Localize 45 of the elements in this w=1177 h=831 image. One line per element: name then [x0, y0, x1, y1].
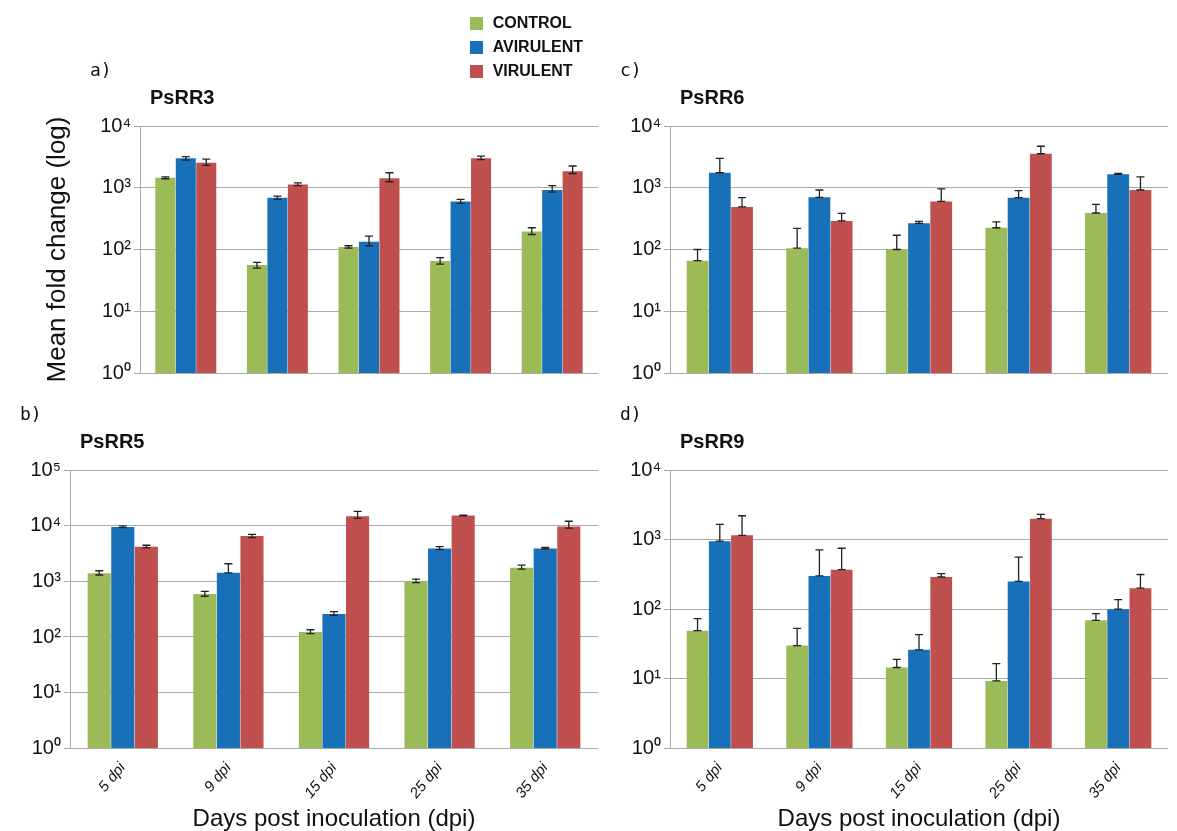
- x-tick-label: 5 dpi: [94, 758, 129, 795]
- y-tick-label: 10²: [632, 596, 662, 619]
- text: a): [90, 59, 112, 80]
- x-tick-label: 9 dpi: [199, 758, 235, 795]
- x-axis-title: Days post inoculation (dpi): [192, 804, 476, 831]
- x-tick-label: 9 dpi: [790, 758, 826, 795]
- text: d): [620, 403, 642, 424]
- y-axis-title: Mean fold change (log): [40, 116, 71, 383]
- text: b): [20, 403, 42, 424]
- y-tick-label: 10⁴: [630, 113, 661, 136]
- x-tick-label: 15 dpi: [300, 758, 340, 801]
- legend-label: CONTROL: [492, 14, 572, 32]
- x-tick-label: 25 dpi: [984, 758, 1025, 802]
- y-tick-label: 10⁰: [101, 360, 131, 383]
- chart-title: PsRR9: [680, 430, 745, 452]
- legend-label: AVIRULENT: [492, 38, 583, 56]
- y-tick-label: 10⁴: [30, 513, 61, 536]
- y-tick-label: 10¹: [632, 298, 662, 321]
- y-tick-label: 10¹: [32, 680, 62, 703]
- y-tick-label: 10²: [102, 237, 132, 260]
- y-tick-label: 10⁰: [631, 360, 661, 383]
- y-tick-label: 10⁵: [30, 457, 61, 480]
- y-tick-label: 10³: [32, 568, 62, 591]
- x-axis-title: Days post inoculation (dpi): [777, 804, 1061, 831]
- chart-title: PsRR6: [680, 86, 745, 108]
- y-tick-label: 10²: [632, 237, 662, 260]
- legend-label: VIRULENT: [492, 62, 573, 80]
- y-tick-label: 10⁴: [630, 457, 661, 480]
- y-tick-label: 10⁰: [31, 735, 61, 758]
- y-tick-label: 10⁰: [631, 735, 661, 758]
- y-tick-label: 10³: [632, 175, 662, 198]
- x-tick-label: 15 dpi: [885, 758, 925, 801]
- y-tick-label: 10⁴: [100, 113, 131, 136]
- y-tick-label: 10²: [32, 624, 62, 647]
- x-tick-label: 25 dpi: [405, 758, 446, 802]
- chart-title: PsRR5: [80, 430, 145, 452]
- text: c): [620, 59, 642, 80]
- y-tick-label: 10³: [632, 527, 662, 550]
- y-tick-label: 10³: [102, 175, 132, 198]
- y-tick-label: 10¹: [632, 666, 662, 689]
- x-tick-label: 35 dpi: [511, 758, 552, 801]
- y-tick-label: 10¹: [102, 298, 132, 321]
- x-tick-label: 5 dpi: [691, 758, 726, 795]
- chart-title: PsRR3: [150, 86, 215, 108]
- x-tick-label: 35 dpi: [1084, 758, 1125, 801]
